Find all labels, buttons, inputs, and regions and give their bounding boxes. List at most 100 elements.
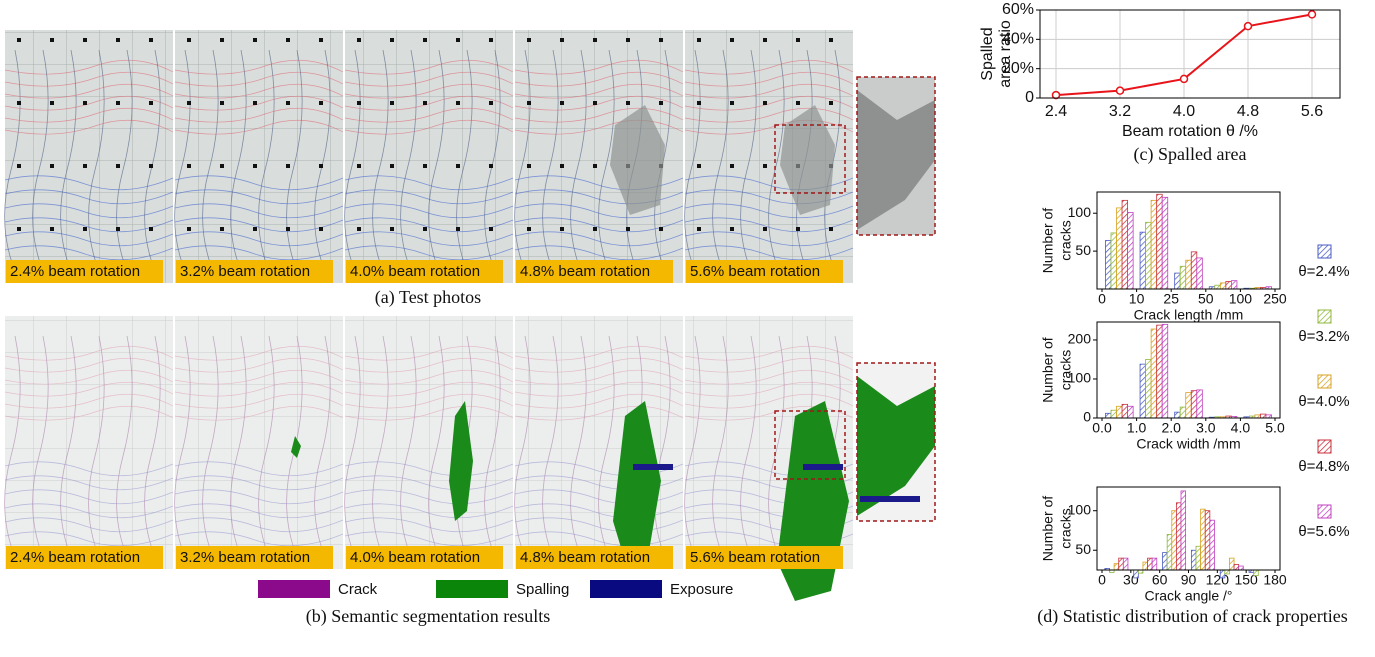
bar [1196, 546, 1201, 570]
x-tick-label: 180 [1263, 572, 1287, 588]
y-axis-label: cracks [1058, 220, 1074, 260]
x-tick-label: 5.0 [1265, 420, 1285, 436]
x-tick-label: 100 [1229, 291, 1253, 307]
caption-d: (d) Statistic distribution of crack prop… [1035, 600, 1350, 633]
bar [1175, 412, 1181, 418]
x-axis-label: Crack width /mm [1136, 436, 1240, 452]
y-tick-label: 50 [1075, 541, 1091, 557]
photo-label: 3.2% beam rotation [180, 549, 310, 566]
y-tick-label: 100 [1068, 204, 1092, 220]
x-tick-label: 90 [1181, 572, 1197, 588]
x-tick-label: 50 [1198, 291, 1214, 307]
bar [1114, 564, 1119, 570]
legend-label: θ=4.8% [1298, 458, 1349, 475]
photo-label: 2.4% beam rotation [10, 263, 140, 280]
bar [1215, 285, 1221, 289]
bar [1172, 511, 1177, 570]
photo-label: 2.4% beam rotation [10, 549, 140, 566]
bar [1231, 281, 1237, 289]
y-axis-label: cracks [1058, 508, 1074, 548]
photo-label: 4.0% beam rotation [350, 549, 480, 566]
photo: 4.0% beam rotation [345, 316, 513, 569]
bar [1186, 260, 1192, 289]
x-tick-label: 5.6 [1301, 103, 1323, 120]
bar [1151, 329, 1157, 418]
bar [1152, 558, 1157, 570]
bar [1117, 406, 1123, 418]
y-tick-label: 0 [1025, 89, 1034, 106]
y-axis-label: Number of [1040, 337, 1056, 402]
bar [1180, 407, 1186, 418]
bar [1234, 564, 1239, 570]
bar [1119, 558, 1124, 570]
legend-swatch [1318, 245, 1331, 258]
photo: 5.6% beam rotation [685, 316, 853, 601]
photo-label: 3.2% beam rotation [180, 263, 310, 280]
bar [1176, 503, 1181, 570]
bar [1210, 520, 1215, 570]
bar [1226, 281, 1232, 289]
legend-label: θ=3.2% [1298, 328, 1349, 345]
bar [1167, 534, 1172, 570]
bar [1111, 233, 1117, 289]
photo: 3.2% beam rotation [175, 316, 343, 569]
x-tick-label: 4.0 [1231, 420, 1251, 436]
bar [1128, 406, 1134, 418]
zoom-box [857, 77, 935, 235]
bar [1191, 252, 1197, 289]
bar [1186, 393, 1192, 418]
photo: 4.8% beam rotation [515, 30, 683, 283]
x-tick-label: 0 [1098, 572, 1106, 588]
x-tick-label: 25 [1163, 291, 1179, 307]
bar [1197, 258, 1203, 289]
bar [1122, 200, 1128, 289]
bar [1239, 566, 1244, 570]
bar [1260, 414, 1266, 418]
legend-swatch [1318, 505, 1331, 518]
bar [1181, 491, 1186, 570]
x-tick-label: 4.8 [1237, 103, 1259, 120]
bar [1123, 558, 1128, 570]
bar [1254, 570, 1259, 576]
bar [1146, 359, 1152, 418]
x-tick-label: 1.0 [1127, 420, 1147, 436]
x-axis-label: Beam rotation θ /% [1122, 123, 1258, 140]
bar [1162, 324, 1168, 418]
y-axis-label: Number of [1040, 208, 1056, 273]
legend-label: Crack [338, 581, 378, 598]
marker [1117, 87, 1124, 94]
x-tick-label: 250 [1263, 291, 1287, 307]
legend-swatch [1318, 375, 1331, 388]
x-tick-label: 3.0 [1196, 420, 1216, 436]
bar [1229, 558, 1234, 570]
zoom-box [857, 363, 935, 521]
legend-swatch [436, 580, 508, 598]
figure-canvas: 2.4% beam rotation 3.2% beam rotation 4.0%… [0, 0, 1375, 657]
caption-b: (b) Semantic segmentation results [178, 606, 678, 627]
photo: 3.2% beam rotation [175, 30, 343, 283]
marker [1181, 75, 1188, 82]
bar [1162, 197, 1168, 289]
caption-a: (a) Test photos [228, 287, 628, 308]
marker [1245, 23, 1252, 30]
legend-label: θ=4.0% [1298, 393, 1349, 410]
x-tick-label: 0 [1098, 291, 1106, 307]
bar [1191, 391, 1197, 418]
bar [1122, 404, 1128, 418]
bar [1140, 232, 1146, 289]
legend-swatch [258, 580, 330, 598]
y-tick-label: 50 [1075, 242, 1091, 258]
x-tick-label: 3.2 [1109, 103, 1131, 120]
bar [1201, 509, 1206, 570]
bar [1225, 570, 1230, 574]
bar [1151, 200, 1157, 289]
bar [1105, 241, 1111, 290]
y-tick-label: 60% [1002, 1, 1034, 18]
caption-c: (c) Spalled area [1040, 144, 1340, 165]
legend-swatch [1318, 440, 1331, 453]
legend-swatch [1318, 310, 1331, 323]
photo-label: 5.6% beam rotation [690, 549, 820, 566]
bar [1220, 283, 1226, 289]
bar [1128, 212, 1134, 289]
x-tick-label: 2.0 [1161, 420, 1181, 436]
